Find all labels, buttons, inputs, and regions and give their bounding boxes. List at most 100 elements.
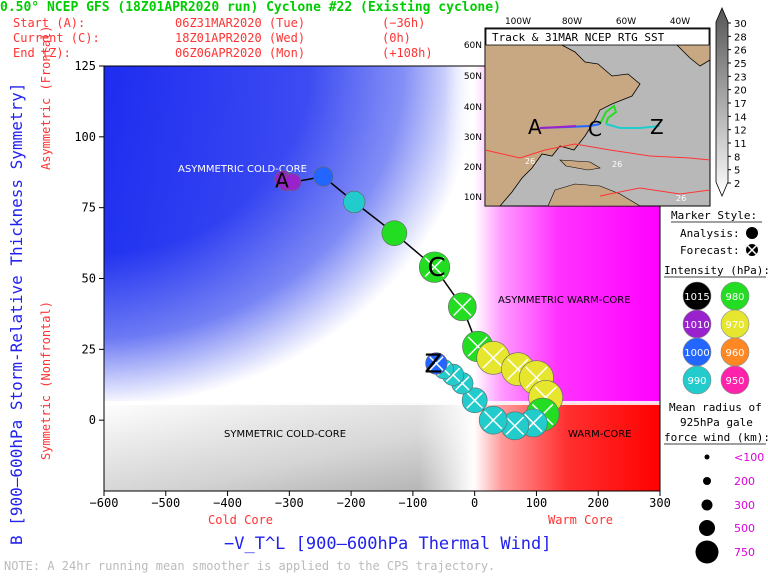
legend-intensity-title: Intensity (hPa):: [664, 264, 768, 277]
map-track-green: [599, 104, 618, 125]
x-tick-label: −300: [275, 496, 304, 510]
legend-radius-item: <100: [704, 451, 764, 464]
asym-cold-fade: [104, 66, 474, 403]
map-lon-label: 40W: [670, 17, 690, 27]
start-value: 06Z31MAR2020 (Tue): [175, 16, 305, 30]
current-offset: (0h): [382, 31, 411, 45]
legend-intensity-item: 950: [720, 365, 750, 395]
start-label: Start (A):: [13, 16, 85, 30]
x-tick-label: −500: [151, 496, 180, 510]
map-sst-label-2: 26: [612, 160, 622, 169]
colorbar-label: 11: [734, 139, 747, 150]
y-label-sym-text: Symmetric (Nonfrontal): [39, 301, 53, 460]
x-tick-label: −200: [337, 496, 366, 510]
x-axis-label: −V_T^L [900–600hPa Thermal Wind]: [224, 534, 552, 554]
x-tick-label: −100: [398, 496, 427, 510]
map-land-caribbean: [559, 159, 601, 171]
colorbar-bar: [715, 6, 729, 198]
map-title-box: [485, 28, 710, 46]
trajectory-point: [461, 387, 488, 414]
svg-text:950: 950: [725, 376, 744, 387]
trajectory-point: [381, 220, 408, 246]
x-tick-label: −600: [90, 496, 119, 510]
colorbar-label: 12: [734, 126, 747, 137]
svg-text:980: 980: [725, 292, 744, 303]
legend-radius-item: 200: [703, 475, 755, 488]
x-tick-label: 0: [471, 496, 478, 510]
legend-radius-item: 750: [695, 540, 755, 564]
colorbar-label: 30: [734, 19, 747, 30]
map-lat-labels: 60N 50N 40N 30N 20N 10N: [464, 41, 482, 203]
svg-text:970: 970: [725, 320, 744, 331]
legend-radius-title-1: Mean radius of: [669, 401, 762, 414]
colorbar-label: 25: [734, 59, 747, 70]
legend-intensity-item: 960: [720, 337, 750, 367]
y-axis-ticks: 0 25 50 75 100 125: [74, 59, 104, 427]
colorbar-label: 17: [734, 99, 747, 110]
traj-letter-current: C: [428, 253, 446, 283]
chart-title: 0.50° NCEP GFS (18Z01APR2020 run) Cyclon…: [0, 0, 501, 15]
map-sst-isotherm-south: [599, 187, 711, 197]
trajectory-point: [500, 411, 530, 441]
trajectory-point: [418, 251, 451, 283]
legend-intensity-item: 990: [682, 365, 712, 395]
map-lat-label: 30N: [464, 133, 482, 143]
colorbar-label: 8: [734, 152, 740, 163]
map-sst-label-3: 26: [676, 194, 686, 203]
colorbar-label: 5: [734, 166, 740, 177]
colorbar-labels: 30 28 26 25 23 20 17 14 12 11 8 5 2: [728, 19, 747, 190]
end-label: End (Z):: [13, 46, 71, 60]
inset-map: A C Z Track & 31MAR NCEP RTG SST 26 26 2…: [464, 17, 711, 207]
legend-radius-title-3: force wind (km):: [664, 431, 768, 444]
svg-text:300: 300: [734, 499, 755, 512]
y-label-asym: Asymmetric (Frontal): [39, 26, 53, 171]
current-value: 18Z01APR2020 (Wed): [175, 31, 305, 45]
legend-analysis-marker: [746, 227, 758, 239]
svg-text:1010: 1010: [684, 320, 709, 331]
map-lon-label: 80W: [562, 17, 582, 27]
svg-text:990: 990: [687, 376, 706, 387]
legend-intensity: 1015 980 1010 970 1000 960 990 950: [682, 281, 750, 395]
trajectory-point: [283, 173, 302, 191]
map-lat-label: 60N: [464, 41, 482, 51]
end-offset: (+108h): [382, 46, 433, 60]
map-lat-label: 20N: [464, 163, 482, 173]
legend-marker-title: Marker Style:: [671, 209, 757, 222]
svg-text:<100: <100: [734, 451, 764, 464]
legend-intensity-item: 1000: [682, 337, 712, 367]
map-lat-label: 10N: [464, 193, 482, 203]
legend-intensity-item: 1015: [682, 281, 712, 311]
current-label: Current (C):: [13, 31, 100, 45]
svg-text:500: 500: [734, 522, 755, 535]
x-label-warm: Warm Core: [548, 513, 613, 527]
colorbar-label: 20: [734, 86, 747, 97]
map-track-purple: [539, 125, 577, 129]
svg-text:200: 200: [734, 475, 755, 488]
legend-forecast-label: Forecast:: [680, 244, 740, 257]
colorbar-label: 28: [734, 32, 747, 43]
map-title: Track & 31MAR NCEP RTG SST: [492, 31, 665, 44]
map-lat-label: 50N: [464, 72, 482, 82]
map-sst-isotherm: [484, 143, 711, 161]
traj-letter-start: A: [275, 168, 289, 192]
legend-radius-title-2: 925hPa gale: [680, 416, 753, 429]
y-label-sym: Symmetric (Nonfrontal): [39, 301, 53, 460]
chart-header: 0.50° NCEP GFS (18Z01APR2020 run) Cyclon…: [0, 0, 501, 60]
x-tick-label: 100: [526, 496, 548, 510]
map-letter-a: A: [528, 115, 542, 139]
quadrant-asym-warm: ASYMMETRIC WARM-CORE: [498, 295, 631, 306]
y-tick-label: 125: [74, 59, 96, 73]
end-value: 06Z06APR2020 (Mon): [175, 46, 305, 60]
quadrant-asym-cold: ASYMMETRIC COLD-CORE: [178, 164, 307, 175]
trajectory-point: [313, 166, 334, 187]
legend-forecast-marker: [746, 244, 758, 256]
svg-text:1015: 1015: [684, 292, 709, 303]
map-letter-c: C: [588, 117, 602, 141]
x-tick-label: 300: [649, 496, 671, 510]
x-label-cold: Cold Core: [208, 513, 273, 527]
cps-trajectory: A C Z: [274, 166, 564, 441]
legend-radius-item: 500: [699, 520, 755, 536]
start-offset: (−36h): [382, 16, 425, 30]
x-tick-label: −400: [213, 496, 242, 510]
